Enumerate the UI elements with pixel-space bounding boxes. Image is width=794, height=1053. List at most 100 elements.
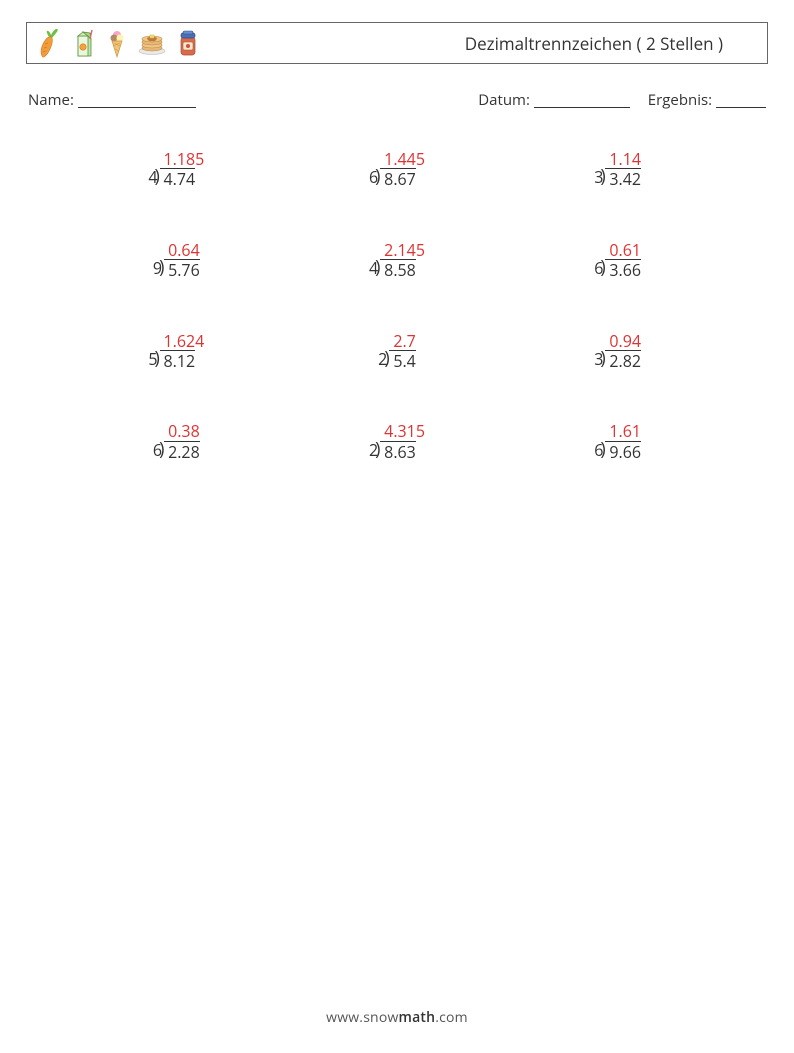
- long-division: 22.72)5.4: [378, 332, 416, 371]
- name-blank: [78, 94, 196, 108]
- meta-row: Name: Datum: Ergebnis:: [26, 90, 768, 110]
- division-bracket: ): [375, 167, 380, 185]
- long-division: 61.616)9.66: [594, 422, 641, 461]
- juice-icon: [73, 28, 97, 58]
- problems-grid: 41.1854)4.74 61.4456)8.67 31.143)3.42 90.64…: [26, 150, 768, 461]
- division-row: 6)8.67: [369, 168, 425, 188]
- division-bracket: ): [155, 167, 160, 185]
- footer-prefix: www.: [326, 1008, 363, 1027]
- dividend-value: 5.4: [393, 350, 416, 372]
- division-row: 3)3.42: [594, 168, 641, 188]
- problem-cell: 61.4456)8.67: [287, 150, 508, 189]
- result-blank: [716, 94, 766, 108]
- dividend: )3.42: [605, 168, 641, 188]
- quotient: 1.445: [384, 150, 425, 168]
- problem-cell: 42.1454)8.58: [287, 241, 508, 280]
- division-row: 5)8.12: [148, 350, 204, 370]
- long-division: 60.616)3.66: [594, 241, 641, 280]
- division-bracket: ): [600, 167, 605, 185]
- division-row: 6)2.28: [153, 441, 200, 461]
- problem-cell: 24.3152)8.63: [287, 422, 508, 461]
- dividend: )8.63: [380, 441, 416, 461]
- quotient: 2.7: [393, 332, 416, 350]
- long-division: 60.386)2.28: [153, 422, 200, 461]
- dividend-value: 9.66: [609, 441, 641, 463]
- date-label: Datum:: [478, 90, 530, 110]
- division-row: 2)8.63: [369, 441, 425, 461]
- division-row: 9)5.76: [153, 259, 200, 279]
- footer-suffix: .com: [435, 1008, 468, 1027]
- worksheet-title: Dezimaltrennzeichen ( 2 Stellen ): [465, 32, 753, 55]
- dividend: )5.4: [389, 350, 416, 370]
- dividend-value: 8.67: [384, 168, 416, 190]
- footer-url: www.snowmath.com: [0, 1008, 794, 1027]
- division-row: 6)3.66: [594, 259, 641, 279]
- problem-cell: 31.143)3.42: [507, 150, 728, 189]
- dividend: )8.67: [380, 168, 416, 188]
- division-row: 6)9.66: [594, 441, 641, 461]
- dividend: )3.66: [605, 259, 641, 279]
- long-division: 41.1854)4.74: [148, 150, 204, 189]
- header-box: Dezimaltrennzeichen ( 2 Stellen ): [26, 22, 768, 64]
- division-row: 3)2.82: [594, 350, 641, 370]
- problem-cell: 30.943)2.82: [507, 332, 728, 371]
- division-bracket: ): [600, 258, 605, 276]
- footer-part1: snow: [363, 1008, 398, 1027]
- name-label: Name:: [28, 90, 74, 110]
- dividend-value: 5.76: [168, 259, 200, 281]
- dividend: )9.66: [605, 441, 641, 461]
- dividend: )4.74: [160, 168, 196, 188]
- long-division: 51.6245)8.12: [148, 332, 204, 371]
- dividend-value: 2.82: [609, 350, 641, 372]
- dividend-value: 8.58: [384, 259, 416, 281]
- quotient: 1.185: [164, 150, 205, 168]
- dividend: )2.82: [605, 350, 641, 370]
- long-division: 90.649)5.76: [153, 241, 200, 280]
- division-bracket: ): [375, 440, 380, 458]
- division-row: 4)4.74: [148, 168, 204, 188]
- quotient: 1.624: [164, 332, 205, 350]
- footer-part2: math: [399, 1008, 436, 1027]
- problem-cell: 51.6245)8.12: [66, 332, 287, 371]
- division-row: 4)8.58: [369, 259, 425, 279]
- quotient: 0.94: [609, 332, 641, 350]
- dividend-value: 8.12: [164, 350, 196, 372]
- dividend: )2.28: [164, 441, 200, 461]
- jam-icon: [177, 28, 199, 58]
- division-bracket: ): [155, 349, 160, 367]
- division-bracket: ): [600, 349, 605, 367]
- dividend-value: 2.28: [168, 441, 200, 463]
- division-bracket: ): [159, 258, 164, 276]
- long-division: 24.3152)8.63: [369, 422, 425, 461]
- quotient: 2.145: [384, 241, 425, 259]
- division-bracket: ): [384, 349, 389, 367]
- dividend-value: 4.74: [164, 168, 196, 190]
- dividend-value: 3.66: [609, 259, 641, 281]
- quotient: 4.315: [384, 422, 425, 440]
- dividend-value: 8.63: [384, 441, 416, 463]
- dividend: )8.12: [160, 350, 196, 370]
- division-bracket: ): [159, 440, 164, 458]
- problem-cell: 41.1854)4.74: [66, 150, 287, 189]
- quotient: 1.14: [609, 150, 641, 168]
- icecream-icon: [107, 27, 127, 59]
- long-division: 30.943)2.82: [594, 332, 641, 371]
- long-division: 42.1454)8.58: [369, 241, 425, 280]
- long-division: 61.4456)8.67: [369, 150, 425, 189]
- quotient: 1.61: [609, 422, 641, 440]
- problem-cell: 22.72)5.4: [287, 332, 508, 371]
- carrot-icon: [37, 28, 63, 58]
- long-division: 31.143)3.42: [594, 150, 641, 189]
- dividend: )8.58: [380, 259, 416, 279]
- division-bracket: ): [375, 258, 380, 276]
- quotient: 0.38: [168, 422, 200, 440]
- quotient: 0.61: [609, 241, 641, 259]
- division-bracket: ): [600, 440, 605, 458]
- dividend-value: 3.42: [609, 168, 641, 190]
- dividend: )5.76: [164, 259, 200, 279]
- problem-cell: 61.616)9.66: [507, 422, 728, 461]
- result-label: Ergebnis:: [648, 90, 712, 110]
- date-blank: [534, 94, 630, 108]
- problem-cell: 60.616)3.66: [507, 241, 728, 280]
- quotient: 0.64: [168, 241, 200, 259]
